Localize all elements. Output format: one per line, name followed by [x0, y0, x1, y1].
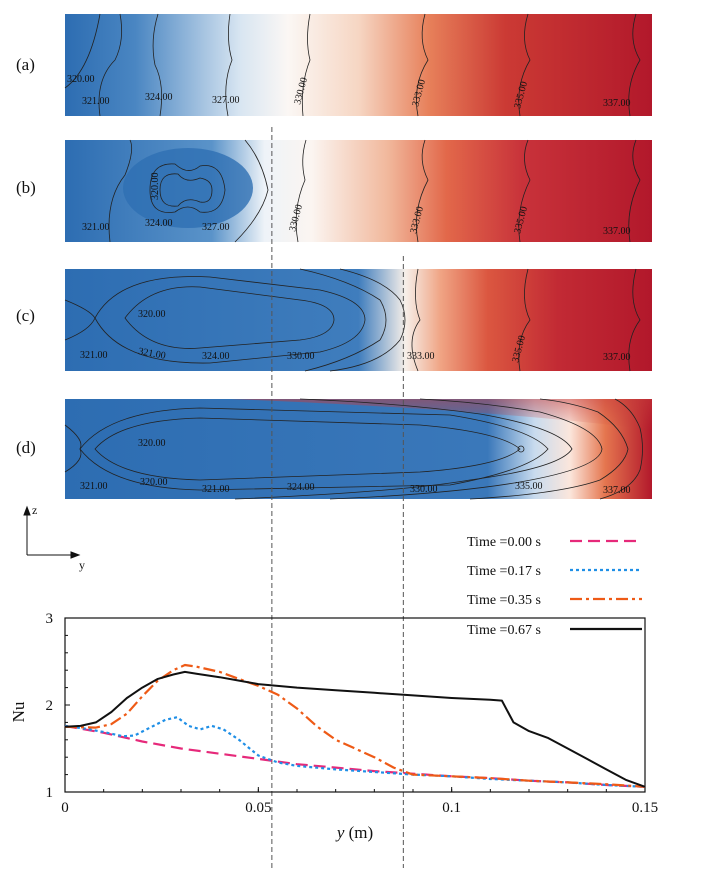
legend-label: Time =0.00 s [467, 535, 541, 550]
y-tick-label: 3 [46, 611, 54, 627]
contour-label: 321.00 [80, 481, 108, 492]
panel-label-d: (d) [16, 438, 36, 457]
contour-label: 335.00 [515, 481, 543, 492]
series-line-2 [64, 663, 646, 788]
x-axis-unit: (m) [344, 823, 373, 842]
y-tick-label: 2 [46, 698, 54, 714]
series-lines [64, 663, 646, 788]
x-axis-var: y [335, 823, 345, 842]
contour-label: 320.00 [138, 438, 166, 449]
contour-label: 321.00 [80, 350, 108, 361]
x-axis-ticks: 0 0.05 0.1 0.15 [61, 787, 658, 816]
contour-label: 337.00 [603, 226, 631, 237]
contour-label: 320.00 [67, 74, 95, 85]
contour-panel-a: 320.00 321.00 324.00 327.00 330.00 333.0… [64, 13, 652, 117]
contour-label: 333.00 [407, 351, 435, 362]
contour-panel-d: 320.00 321.00 320.00 321.00 324.00 330.0… [64, 398, 652, 500]
legend-label: Time =0.17 s [467, 564, 541, 579]
contour-label: 327.00 [212, 95, 240, 106]
contour-label: 321.00 [82, 96, 110, 107]
contour-label: 321.00 [202, 484, 230, 495]
contour-panel-c: 320.00 321.00 321.00 324.00 330.00 333.0… [64, 268, 652, 372]
series-line-3 [64, 670, 646, 788]
contour-label: 324.00 [287, 482, 315, 493]
panel-label-a: (a) [16, 55, 35, 74]
contour-label: 321.00 [82, 222, 110, 233]
contour-label: 330.00 [410, 484, 438, 495]
panel-a-field [65, 14, 652, 116]
plot-frame [64, 617, 646, 793]
contour-label: 320.00 [140, 477, 168, 488]
panel-label-c: (c) [16, 306, 35, 325]
contour-label: 324.00 [145, 92, 173, 103]
contour-label: 320.00 [150, 173, 161, 201]
contour-label: 320.00 [138, 309, 166, 320]
contour-label: 337.00 [603, 98, 631, 109]
x-axis-label: y (m) [335, 823, 373, 842]
z-axis-label: z [32, 503, 37, 517]
contour-label: 327.00 [202, 222, 230, 233]
contour-label: 330.00 [287, 351, 315, 362]
series-line-0 [64, 724, 646, 788]
y-axis-label: y [79, 558, 85, 572]
x-tick-label: 0.05 [245, 800, 271, 816]
axes-indicator: z y [23, 503, 85, 572]
reference-lines [271, 127, 404, 868]
series-line-1 [64, 716, 646, 788]
legend: Time =0.00 s Time =0.17 s Time =0.35 s Time… [467, 535, 642, 638]
x-tick-label: 0.15 [632, 800, 658, 816]
contour-label: 324.00 [145, 218, 173, 229]
panel-label-b: (b) [16, 178, 36, 197]
contour-label: 337.00 [603, 352, 631, 363]
y-axis-label: Nu [9, 701, 28, 722]
contour-label: 324.00 [202, 351, 230, 362]
contour-label: 321.00 [137, 346, 166, 362]
y-tick-label: 1 [46, 785, 54, 801]
panel-c-field [65, 269, 652, 371]
y-axis-ticks: 1 2 3 [46, 611, 70, 801]
contour-label: 337.00 [603, 485, 631, 496]
legend-label: Time =0.67 s [467, 623, 541, 638]
x-tick-label: 0 [61, 800, 69, 816]
x-tick-label: 0.1 [442, 800, 461, 816]
contour-panel-b: 320.00 321.00 324.00 327.00 330.00 333.0… [65, 139, 652, 243]
legend-label: Time =0.35 s [467, 593, 541, 608]
